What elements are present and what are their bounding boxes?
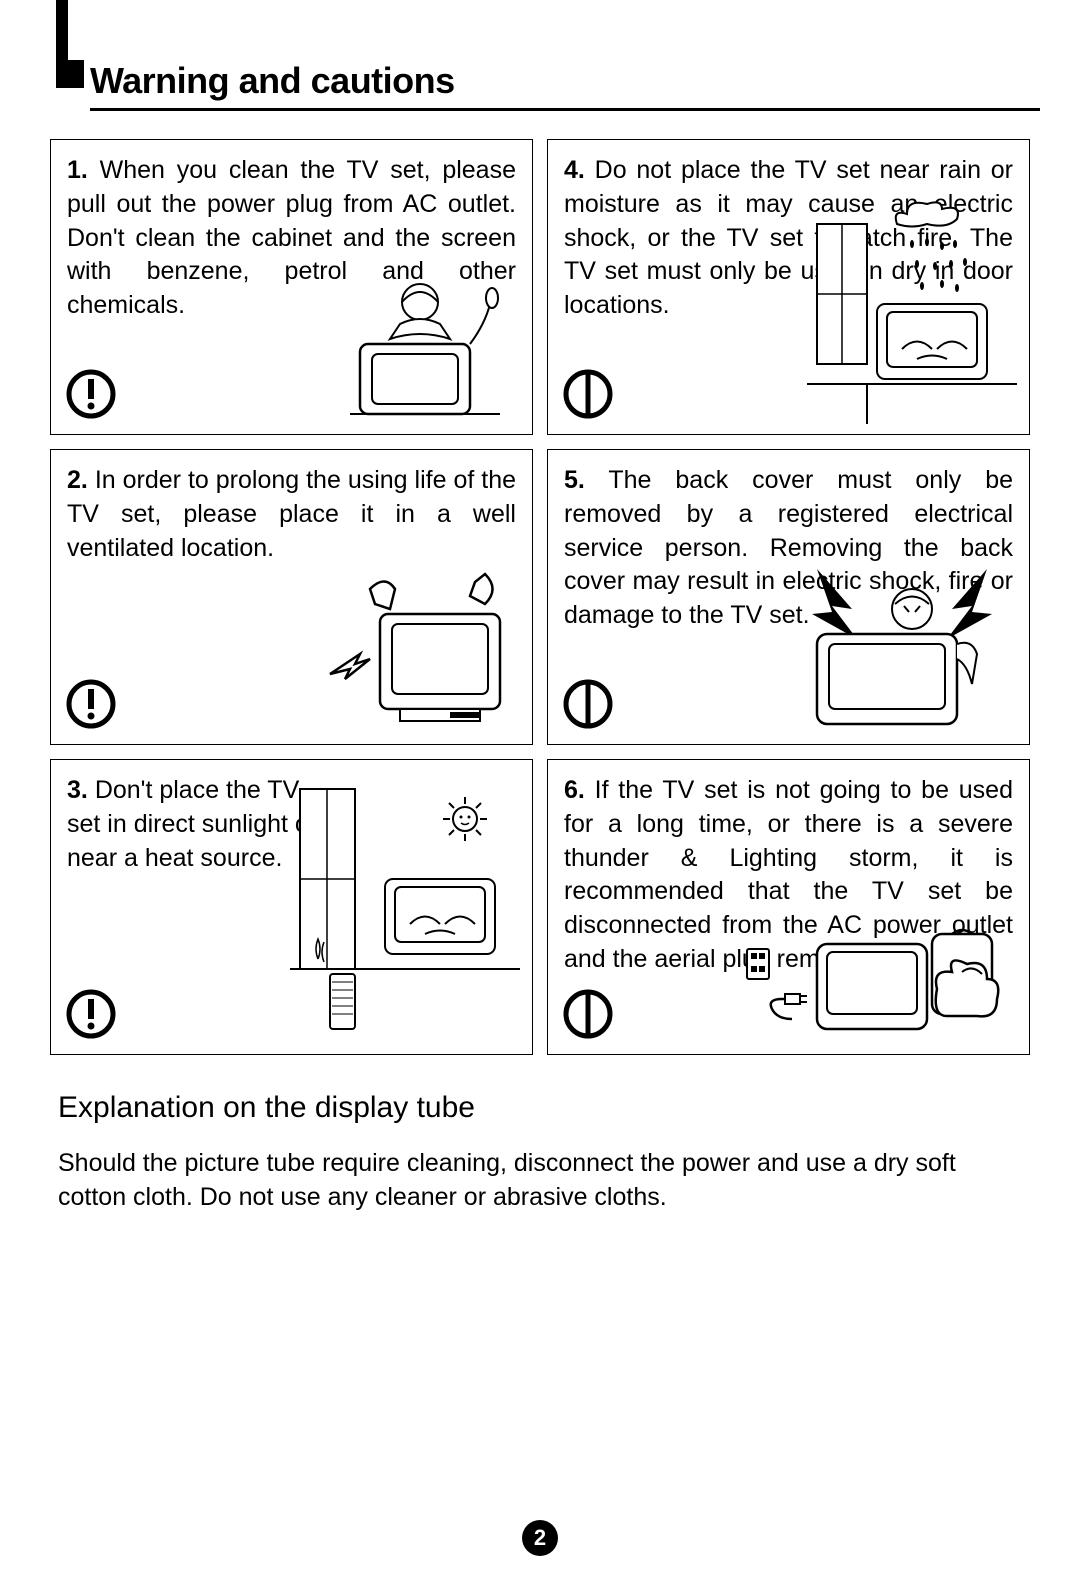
warning-body: In order to prolong the using life of th… [67, 466, 516, 562]
page-number: 2 [522, 1520, 558, 1556]
warning-text: 2. In order to prolong the using life of… [67, 464, 516, 565]
warning-number: 4. [564, 156, 585, 184]
forbidden-icon [562, 988, 614, 1040]
warning-panel: 2. In order to prolong the using life of… [50, 449, 533, 745]
explanation-title: Explanation on the display tube [58, 1091, 1022, 1125]
caution-icon [65, 678, 117, 730]
caution-icon [65, 368, 117, 420]
illustration-cleaning [300, 274, 520, 424]
header-tab-marker [56, 0, 68, 88]
warning-number: 5. [564, 466, 585, 494]
warning-number: 1. [67, 156, 88, 184]
warning-panel: 1. When you clean the TV set, please pul… [50, 139, 533, 435]
warning-panel: 3. Don't place the TV set in direct sunl… [50, 759, 533, 1055]
warnings-grid: 1. When you clean the TV set, please pul… [50, 139, 1030, 1055]
warning-number: 3. [67, 776, 88, 804]
illustration-shock [757, 564, 1017, 734]
illustration-sunlight [270, 784, 520, 1044]
forbidden-icon [562, 678, 614, 730]
warning-panel: 5. The back cover must only be removed b… [547, 449, 1030, 745]
explanation-section: Explanation on the display tube Should t… [58, 1091, 1022, 1215]
forbidden-icon [562, 368, 614, 420]
warning-panel: 6. If the TV set is not going to be used… [547, 759, 1030, 1055]
warning-number: 2. [67, 466, 88, 494]
warning-panel: 4. Do not place the TV set near rain or … [547, 139, 1030, 435]
illustration-unplug [737, 924, 1017, 1044]
page-title: Warning and cautions [90, 60, 1040, 102]
illustration-ventilation [300, 554, 520, 734]
warning-number: 6. [564, 776, 585, 804]
title-wrap: Warning and cautions [90, 60, 1040, 111]
illustration-rain [807, 194, 1017, 424]
caution-icon [65, 988, 117, 1040]
explanation-body: Should the picture tube require cleaning… [58, 1147, 1022, 1215]
